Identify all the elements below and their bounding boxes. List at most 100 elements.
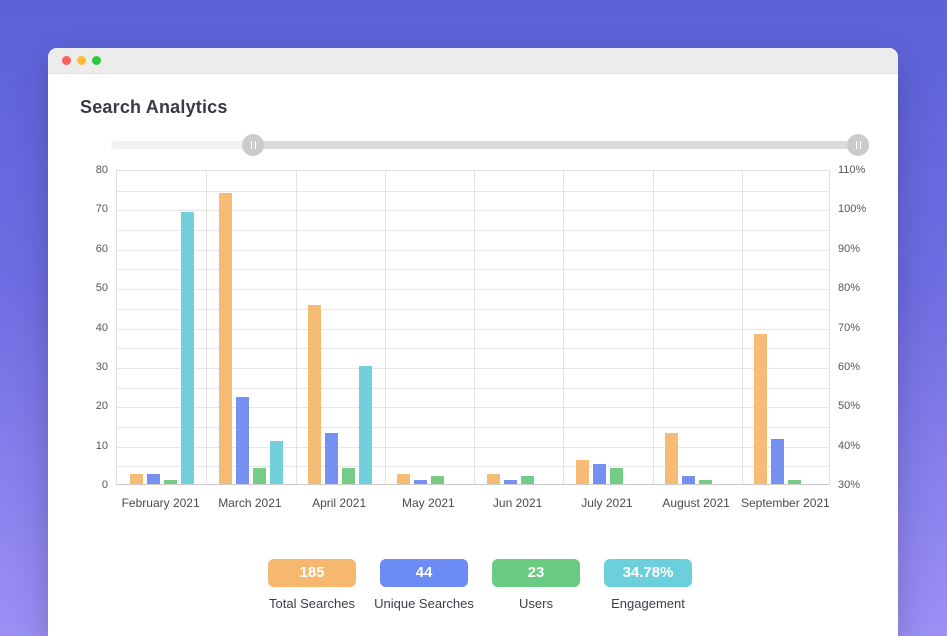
x-axis-label: February 2021 xyxy=(121,496,200,510)
y-axis-tick-label: 80% xyxy=(838,282,861,295)
bar-unique-searches[interactable] xyxy=(592,464,606,484)
stat-label: Total Searches xyxy=(269,596,355,611)
y-axis-left: 80 70 60 50 40 30 20 10 0 xyxy=(62,164,108,491)
zoom-window-button[interactable] xyxy=(92,56,101,65)
gridline-horizontal xyxy=(117,367,829,369)
gridline-horizontal xyxy=(117,426,829,428)
bar-unique-searches[interactable] xyxy=(771,438,785,484)
y-axis-tick-label: 90% xyxy=(838,242,861,255)
bar-unique-searches[interactable] xyxy=(503,480,517,484)
bar-chart-plot xyxy=(116,170,830,485)
bar-unique-searches[interactable] xyxy=(682,476,696,484)
stat-label: Users xyxy=(519,596,553,611)
slider-handle-left[interactable] xyxy=(242,134,265,156)
minimize-window-button[interactable] xyxy=(77,56,86,65)
slider-handle-right[interactable] xyxy=(847,134,870,156)
stat-label: Engagement xyxy=(611,596,685,611)
gridline-horizontal xyxy=(117,230,829,232)
bar-users[interactable] xyxy=(699,480,713,484)
bar-total-searches[interactable] xyxy=(218,192,232,484)
y-axis-tick-label: 0 xyxy=(101,479,108,491)
bar-unique-searches[interactable] xyxy=(146,474,160,484)
gridline-horizontal xyxy=(117,210,829,212)
window-titlebar xyxy=(48,48,898,74)
bar-total-searches[interactable] xyxy=(486,474,500,484)
gridline-horizontal xyxy=(117,348,829,350)
x-axis-label: May 2021 xyxy=(402,496,455,510)
x-axis-label: September 2021 xyxy=(741,496,830,510)
bar-unique-searches[interactable] xyxy=(414,480,428,484)
bar-users[interactable] xyxy=(252,468,266,484)
gridline-vertical xyxy=(295,171,297,484)
gridline-horizontal xyxy=(117,328,829,330)
gridline-horizontal xyxy=(117,387,829,389)
bar-total-searches[interactable] xyxy=(129,474,143,484)
bar-total-searches[interactable] xyxy=(665,432,679,484)
bar-total-searches[interactable] xyxy=(397,474,411,484)
grip-icon xyxy=(855,141,861,149)
bar-users[interactable] xyxy=(342,468,356,484)
y-axis-tick-label: 50% xyxy=(838,400,861,413)
bar-users[interactable] xyxy=(431,476,445,484)
stat-item: 34.78% Engagement xyxy=(592,559,704,611)
y-axis-tick-label: 40 xyxy=(95,321,108,334)
gridline-vertical xyxy=(652,171,654,484)
stat-badge: 185 xyxy=(268,559,356,587)
stat-badge: 44 xyxy=(380,559,468,587)
slider-selected-range xyxy=(253,141,859,149)
y-axis-tick-label: 30 xyxy=(95,360,108,373)
bar-total-searches[interactable] xyxy=(575,460,589,484)
bar-total-searches[interactable] xyxy=(754,334,768,484)
x-axis-label: August 2021 xyxy=(662,496,730,510)
x-axis-label: July 2021 xyxy=(581,496,633,510)
grip-icon xyxy=(250,141,256,149)
x-axis-label: April 2021 xyxy=(312,496,367,510)
stat-item: 23 Users xyxy=(480,559,592,611)
bar-engagement[interactable] xyxy=(269,440,283,484)
y-axis-tick-label: 70 xyxy=(95,203,108,216)
y-axis-tick-label: 20 xyxy=(95,400,108,413)
stats-row: 185 Total Searches 44 Unique Searches 23 User… xyxy=(256,559,704,611)
gridline-horizontal xyxy=(117,466,829,468)
stat-item: 44 Unique Searches xyxy=(368,559,480,611)
page-title: Search Analytics xyxy=(80,97,228,117)
gridline-horizontal xyxy=(117,269,829,271)
x-axis-label: Jun 2021 xyxy=(492,496,543,510)
slider-track[interactable] xyxy=(111,141,868,149)
gridline-vertical xyxy=(384,171,386,484)
y-axis-tick-label: 60 xyxy=(95,242,108,255)
bar-users[interactable] xyxy=(163,480,177,484)
y-axis-tick-label: 60% xyxy=(838,360,861,373)
y-axis-tick-label: 50 xyxy=(95,282,108,295)
stat-label: Unique Searches xyxy=(374,596,474,611)
y-axis-tick-label: 80 xyxy=(95,164,108,176)
stat-item: 185 Total Searches xyxy=(256,559,368,611)
y-axis-tick-label: 70% xyxy=(838,321,861,334)
gridline-horizontal xyxy=(117,289,829,291)
gridline-horizontal xyxy=(117,407,829,409)
gridline-vertical xyxy=(206,171,208,484)
gridline-horizontal xyxy=(117,190,829,192)
y-axis-right: 110% 100% 90% 80% 70% 60% 50% 40% 30% xyxy=(838,164,888,491)
bar-engagement[interactable] xyxy=(180,212,194,484)
stat-badge: 34.78% xyxy=(604,559,692,587)
bar-users[interactable] xyxy=(609,468,623,484)
bar-unique-searches[interactable] xyxy=(235,397,249,484)
bar-unique-searches[interactable] xyxy=(325,432,339,484)
stat-badge: 23 xyxy=(492,559,580,587)
bar-total-searches[interactable] xyxy=(308,304,322,484)
x-axis-labels: February 2021 March 2021 April 2021 May 202… xyxy=(116,496,830,512)
y-axis-tick-label: 30% xyxy=(838,479,861,491)
y-axis-tick-label: 110% xyxy=(838,164,866,176)
gridline-horizontal xyxy=(117,308,829,310)
gridline-horizontal xyxy=(117,446,829,448)
bar-users[interactable] xyxy=(788,480,802,484)
bar-engagement[interactable] xyxy=(359,365,373,484)
close-window-button[interactable] xyxy=(62,56,71,65)
app-window: Search Analytics 80 70 60 50 40 30 20 10 0 110% 1… xyxy=(48,48,898,636)
bar-users[interactable] xyxy=(520,476,534,484)
gridline-vertical xyxy=(563,171,565,484)
y-axis-tick-label: 10 xyxy=(95,439,108,452)
y-axis-tick-label: 40% xyxy=(838,439,861,452)
gridline-vertical xyxy=(741,171,743,484)
